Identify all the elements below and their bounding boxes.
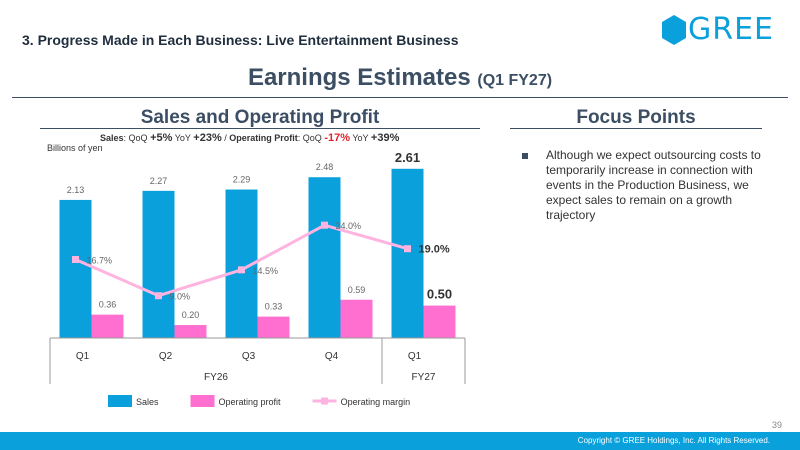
sales-bar: [308, 177, 341, 338]
unit-label: Billions of yen: [47, 143, 103, 153]
op-profit-bar: [257, 316, 290, 338]
page-number: 39: [772, 420, 783, 430]
title-divider: [12, 97, 788, 98]
sales-bar: [391, 168, 424, 338]
logo-text: GREE: [688, 12, 775, 47]
op-profit-bar: [340, 299, 373, 338]
op-yoy-value: +39%: [370, 132, 400, 144]
x-tick-label: Q3: [242, 351, 256, 362]
margin-data-label: 24.0%: [336, 221, 362, 231]
hexagon-icon: [662, 15, 686, 45]
focus-panel-divider: [510, 128, 762, 129]
focus-panel-title: Focus Points: [576, 107, 696, 128]
x-tick-label: Q2: [159, 351, 173, 362]
growth-yoy-label-2: YoY: [352, 133, 369, 143]
margin-data-label: 16.7%: [87, 256, 113, 266]
chart-panel-title: Sales and Operating Profit: [140, 107, 380, 128]
sales-bar: [59, 199, 92, 338]
op-data-label: 0.59: [348, 285, 366, 295]
legend-label: Operating margin: [341, 397, 411, 407]
sales-data-label: 2.13: [67, 185, 85, 195]
op-profit-bar: [423, 305, 456, 338]
growth-qoq-label-2: QoQ: [302, 133, 322, 143]
growth-op-label: Operating Profit: [229, 133, 298, 143]
square-bullet-icon: [522, 153, 528, 159]
x-tick-label: Q1: [76, 351, 90, 362]
op-data-label: 0.36: [99, 300, 117, 310]
margin-marker: [155, 292, 162, 300]
growth-qoq-label: QoQ: [128, 133, 148, 143]
op-data-label: 0.50: [427, 287, 452, 302]
x-tick-label: Q4: [325, 351, 339, 362]
margin-data-label: 9.0%: [170, 292, 191, 302]
legend-swatch: [190, 395, 215, 407]
sales-data-label: 2.48: [316, 162, 334, 172]
headline-main: Earnings Estimates: [247, 64, 471, 91]
page-title: Earnings Estimates (Q1 FY27): [0, 64, 800, 92]
sales-yoy-value: +23%: [193, 132, 222, 144]
footer-bar: Copyright © GREE Holdings, Inc. All Righ…: [0, 432, 800, 450]
sales-qoq-value: +5%: [150, 132, 173, 144]
x-tick-label: Q1: [408, 351, 422, 362]
margin-marker: [321, 221, 328, 229]
section-title: 3. Progress Made in Each Business: Live …: [22, 32, 459, 48]
headline-sub: (Q1 FY27): [477, 72, 553, 89]
sales-bar: [142, 190, 175, 338]
margin-marker: [404, 245, 411, 253]
chart-panel-divider: [40, 128, 480, 129]
legend-label: Operating profit: [219, 397, 282, 407]
op-data-label: 0.20: [182, 310, 200, 320]
growth-yoy-label: YoY: [174, 133, 191, 143]
margin-marker: [72, 256, 79, 264]
x-group-label: FY27: [412, 372, 436, 383]
op-profit-bar: [174, 325, 207, 338]
legend-swatch: [108, 395, 132, 407]
op-qoq-value: -17%: [324, 132, 351, 144]
legend-label: Sales: [136, 397, 159, 407]
x-group-label: FY26: [204, 372, 228, 383]
focus-point-text: Although we expect outsourcing costs to …: [546, 148, 761, 222]
margin-marker: [238, 266, 245, 274]
margin-data-label: 14.5%: [253, 266, 279, 276]
growth-sales-label: Sales: [100, 133, 124, 143]
sales-data-label: 2.27: [150, 176, 168, 186]
margin-data-label: 19.0%: [419, 244, 450, 256]
growth-summary: Sales: QoQ +5% YoY +23% / Operating Prof…: [100, 132, 400, 144]
copyright-text: Copyright © GREE Holdings, Inc. All Righ…: [577, 436, 770, 445]
op-profit-bar: [91, 314, 124, 338]
gree-logo: [662, 15, 686, 45]
op-data-label: 0.33: [265, 302, 283, 312]
sales-data-label: 2.29: [233, 175, 251, 185]
legend-marker: [321, 397, 329, 405]
sales-data-label: 2.61: [395, 150, 420, 165]
